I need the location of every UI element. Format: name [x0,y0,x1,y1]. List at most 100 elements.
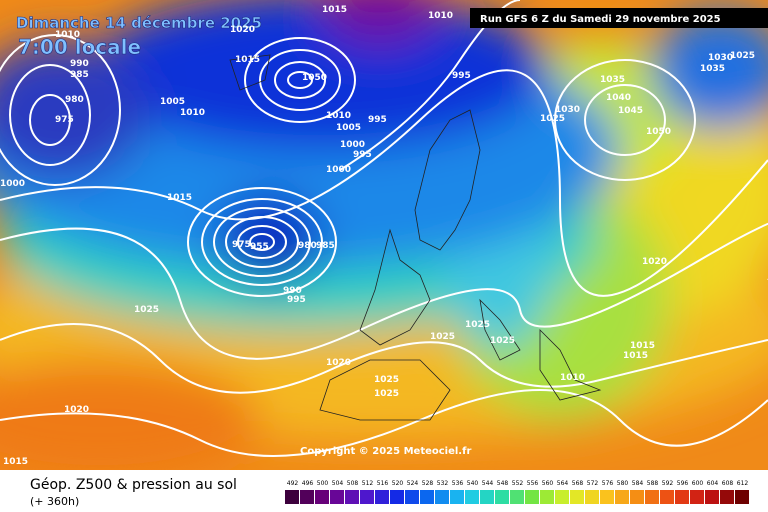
scale-label: 596 [677,480,689,487]
isobar-label: 1025 [374,375,399,385]
scale-label: 592 [662,480,674,487]
scale-swatch [705,490,719,504]
isobar-label: 995 [452,71,471,81]
scale-swatch [330,490,344,504]
isobar-label: 1020 [64,405,89,415]
isobar-label: 1025 [374,389,399,399]
coastlines [229,54,602,421]
isobar-label: 1045 [618,106,643,116]
isobar-label: 980 [298,241,317,251]
scale-label: 508 [347,480,359,487]
isobar-label: 975 [55,115,74,125]
valid-date: Dimanche 14 décembre 2025 [16,14,262,32]
isobar-label: 1010 [326,111,351,121]
isobar-label: 1015 [3,457,28,467]
run-box [470,8,768,28]
scale-swatch [450,490,464,504]
scale-swatch [375,490,389,504]
scale-label: 560 [542,480,554,487]
isobar-label: 1015 [630,341,655,351]
scale-label: 604 [707,480,719,487]
copyright: Copyright © 2025 Meteociel.fr [300,446,471,457]
isobar-label: 1010 [180,108,205,118]
scale-swatch [420,490,434,504]
isobar-label: 980 [65,95,84,105]
isobar-label: 1000 [340,140,365,150]
isobar-label: 1025 [465,320,490,330]
scale-swatch [675,490,689,504]
scale-swatch [315,490,329,504]
isobar-label: 955 [250,242,269,252]
scale-swatch [660,490,674,504]
isobar-label: 990 [70,59,89,69]
scale-label: 516 [377,480,389,487]
scale-label: 548 [497,480,509,487]
scale-label: 532 [437,480,449,487]
scale-label: 564 [557,480,569,487]
isobar-label: 1010 [428,11,453,21]
isobar-label: 1015 [235,55,260,65]
isobar-label: 1020 [642,257,667,267]
scale-swatch [360,490,374,504]
scale-label: 512 [362,480,374,487]
isobar-label: 1050 [646,127,671,137]
scale-label: 588 [647,480,659,487]
scale-swatch [285,490,299,504]
scale-swatch [525,490,539,504]
scale-label: 600 [692,480,704,487]
scale-swatch [630,490,644,504]
isobar-label: 1010 [55,30,80,40]
isobar-label: 1025 [430,332,455,342]
isobar-label: 1000 [326,165,351,175]
map-field [0,0,768,470]
scale-label: 576 [602,480,614,487]
isobar-label: 995 [353,150,372,160]
isobar-label: 975 [232,240,251,250]
isobar-label: 1020 [230,25,255,35]
scale-label: 612 [737,480,749,487]
run-info: Run GFS 6 Z du Samedi 29 novembre 2025 [480,14,721,25]
isobar-label: 1025 [490,336,515,346]
isobar-label: 985 [70,70,89,80]
scale-swatch [570,490,584,504]
isobar-label: 985 [316,241,335,251]
scale-swatch [495,490,509,504]
scale-label: 568 [572,480,584,487]
scale-label: 572 [587,480,599,487]
isobar-label: 1025 [540,114,565,124]
scale-swatch [300,490,314,504]
isobar-label: 1010 [560,373,585,383]
isobar-label: 995 [287,295,306,305]
scale-label: 528 [422,480,434,487]
scale-swatch [735,490,749,504]
isobar-label: 1030 [708,53,733,63]
scale-label: 540 [467,480,479,487]
scale-label: 496 [302,480,314,487]
scale-swatch [390,490,404,504]
scale-label: 492 [287,480,299,487]
scale-label: 500 [317,480,329,487]
isobar-label: 995 [368,115,387,125]
scale-swatch [465,490,479,504]
scale-label: 556 [527,480,539,487]
isobar-label: 1005 [336,123,361,133]
scale-swatch [435,490,449,504]
scale-swatch [555,490,569,504]
isobar-label: 1050 [302,73,327,83]
scale-swatch [615,490,629,504]
isobar-label: 1005 [160,97,185,107]
scale-label: 608 [722,480,734,487]
scale-swatch [585,490,599,504]
scale-swatch [540,490,554,504]
scale-label: 520 [392,480,404,487]
scale-swatch [690,490,704,504]
scale-label: 552 [512,480,524,487]
forecast-range: (+ 360h) [30,495,79,508]
isobar-label: 1020 [326,358,351,368]
isobar-label: 1030 [555,105,580,115]
scale-label: 504 [332,480,344,487]
scale-swatch [480,490,494,504]
valid-time: 7:00 locale [18,35,141,59]
isobar-label: 1025 [730,51,755,61]
